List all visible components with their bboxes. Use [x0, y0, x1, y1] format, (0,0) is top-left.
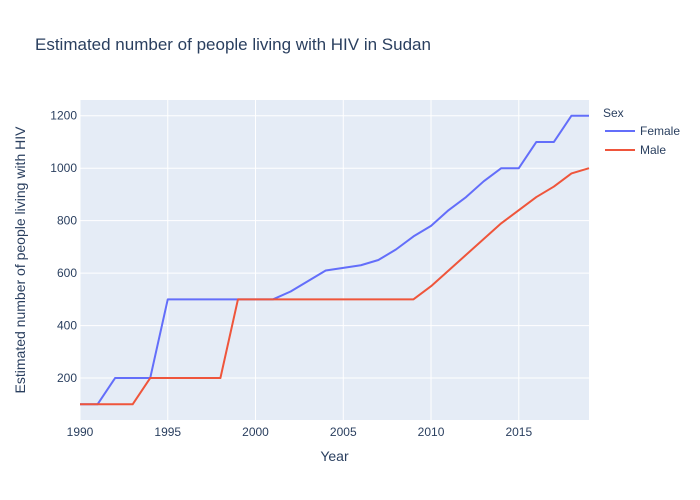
legend-label: Male — [640, 143, 666, 157]
legend-title: Sex — [603, 106, 624, 120]
legend-item-female[interactable]: Female — [605, 124, 680, 138]
legend-item-male[interactable]: Male — [605, 143, 666, 157]
chart-title: Estimated number of people living with H… — [35, 35, 431, 54]
x-tick-label: 2015 — [505, 425, 532, 439]
x-tick-label: 1990 — [67, 425, 94, 439]
gridlines — [79, 100, 589, 420]
series-line-female — [80, 114, 589, 406]
x-tick-label: 1995 — [154, 425, 181, 439]
legend-label: Female — [640, 124, 680, 138]
y-tick-label: 200 — [57, 371, 77, 385]
y-tick-label: 400 — [57, 319, 77, 333]
series-line-male — [80, 167, 590, 406]
x-axis-title: Year — [320, 448, 349, 464]
y-axis-title: Estimated number of people living with H… — [12, 126, 28, 394]
x-tick-label: 2005 — [330, 425, 357, 439]
y-tick-label: 800 — [57, 214, 77, 228]
x-tick-label: 2000 — [242, 425, 269, 439]
x-axis-ticks: 1990 1995 2000 2005 2010 2015 — [67, 425, 533, 439]
x-tick-label: 2010 — [418, 425, 445, 439]
legend: Sex Female Male — [603, 106, 680, 157]
y-tick-label: 600 — [57, 266, 77, 280]
y-tick-label: 1200 — [50, 109, 77, 123]
y-axis-ticks: 200 400 600 800 1000 1200 — [50, 109, 77, 385]
series-lines — [80, 114, 590, 406]
plot-area — [80, 100, 589, 420]
y-tick-label: 1000 — [50, 161, 77, 175]
